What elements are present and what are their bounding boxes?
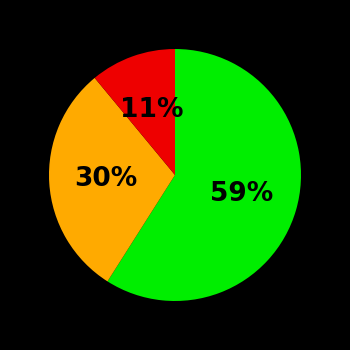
Wedge shape [107, 49, 301, 301]
Text: 59%: 59% [210, 181, 273, 207]
Text: 30%: 30% [74, 166, 138, 193]
Wedge shape [95, 49, 175, 175]
Wedge shape [49, 78, 175, 281]
Text: 11%: 11% [120, 97, 183, 123]
